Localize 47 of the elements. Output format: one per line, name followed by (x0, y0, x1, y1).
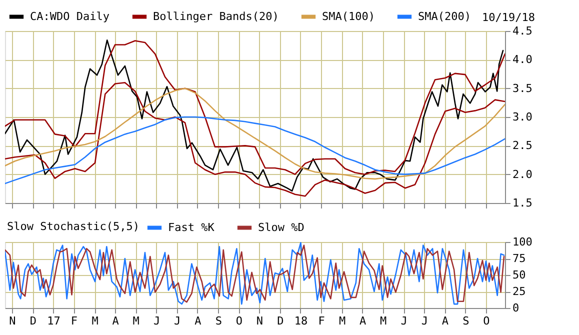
y-tick-label: 50 (512, 268, 526, 282)
line-series (5, 82, 505, 197)
x-tick-label: 17 (47, 314, 60, 328)
legend-title: Slow Stochastic(5,5) (7, 220, 140, 233)
x-tick-label: M (380, 314, 388, 328)
y-tick-label: 1.5 (512, 196, 532, 210)
x-tick-label: A (442, 314, 449, 328)
x-tick-label: N (9, 314, 16, 328)
line-series (5, 116, 505, 184)
x-tick-label: A (112, 314, 120, 328)
y-tick-label: 100 (512, 236, 532, 248)
x-tick-label: 18 (294, 314, 308, 328)
x-tick-label: O (483, 314, 490, 328)
legend-label: Slow %D (258, 220, 304, 234)
y-tick-label: 2.5 (512, 139, 532, 152)
legend-label: Fast %K (168, 220, 215, 234)
x-tick-label: J (174, 314, 181, 328)
x-tick-label: D (30, 314, 37, 328)
x-tick-label: M (92, 314, 99, 328)
x-tick-label: F (70, 314, 78, 328)
y-tick-label: 3.5 (512, 82, 532, 95)
legend-label: SMA(200) (418, 10, 471, 23)
x-tick-label: J (154, 314, 160, 328)
y-tick-label: 2.0 (512, 168, 532, 181)
y-tick-label: 3.0 (512, 110, 532, 124)
x-tick-label: A (360, 314, 367, 328)
legend-label: Bollinger Bands(20) (153, 10, 279, 23)
legend-label: CA:WDO Daily (30, 10, 110, 23)
x-tick-label: A (194, 314, 202, 328)
x-tick-label: S (462, 314, 470, 328)
x-tick-label: D (277, 314, 284, 328)
y-tick-label: 0 (512, 302, 520, 314)
x-tick-label: J (421, 314, 428, 328)
y-tick-label: 4.5 (512, 24, 532, 38)
y-tick-label: 75 (512, 252, 526, 265)
x-tick-label: M (338, 314, 346, 328)
x-tick-label: J (400, 314, 408, 328)
text: 10/19/18 (482, 11, 535, 24)
legend-label: SMA(100) (322, 10, 375, 23)
x-tick-label: M (132, 314, 140, 328)
x-tick-label: S (215, 314, 222, 328)
x-tick-label: N (256, 314, 264, 328)
x-tick-label: F (318, 314, 325, 328)
line-series (5, 88, 505, 180)
y-tick-label: 4.0 (512, 53, 532, 66)
x-tick-label: O (236, 314, 242, 328)
y-tick-label: 25 (512, 285, 526, 298)
